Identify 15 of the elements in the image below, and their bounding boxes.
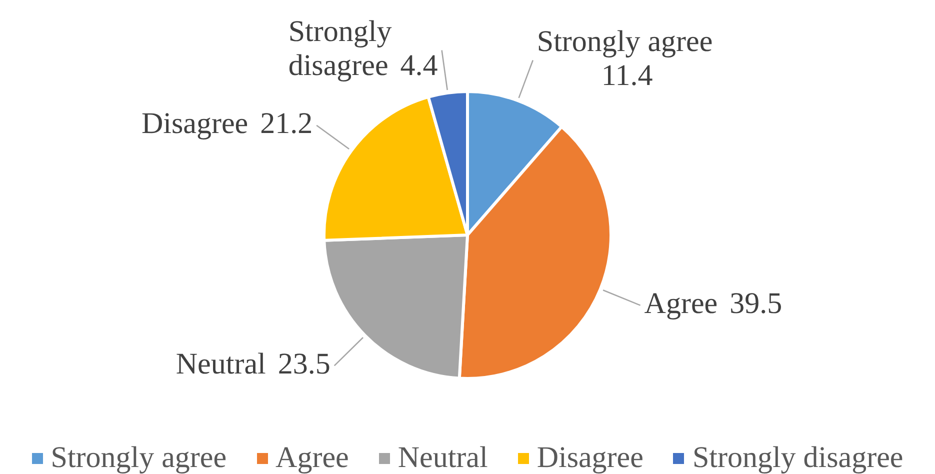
slice-label: Agree: [644, 287, 718, 320]
slice-label: Strongly disagree: [288, 15, 392, 82]
data-label: 23.5: [278, 348, 330, 381]
legend-label: Strongly agree: [50, 441, 227, 474]
slice-label: Strongly agree: [536, 25, 713, 58]
slice-label: Neutral: [176, 348, 266, 381]
data-label: 4.4: [400, 49, 438, 82]
legend-label: Disagree: [536, 441, 644, 474]
data-label: 11.4: [601, 59, 653, 92]
legend-label: Agree: [276, 441, 349, 474]
legend-label: Strongly disagree: [692, 441, 904, 474]
data-label: 39.5: [730, 287, 782, 320]
slice-label: Disagree: [141, 107, 248, 140]
legend-label: Neutral: [398, 441, 488, 474]
data-label: 21.2: [260, 107, 313, 140]
